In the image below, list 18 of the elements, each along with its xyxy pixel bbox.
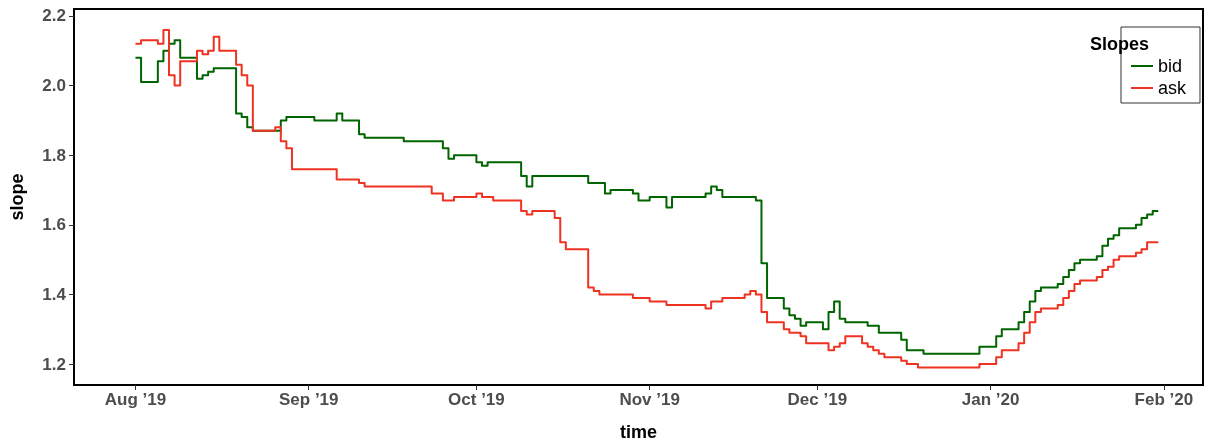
x-tick-label: Feb ’20 — [1134, 390, 1194, 409]
y-tick-label: 2.2 — [42, 6, 66, 26]
x-tick-label: Sep ’19 — [278, 390, 339, 409]
x-tick-label: Oct ’19 — [448, 390, 505, 409]
y-axis-title: slope — [7, 173, 27, 221]
y-tick-label: 2.0 — [42, 76, 66, 96]
legend-title: Slopes — [1089, 34, 1150, 54]
y-tick-label: 1.2 — [42, 354, 66, 374]
x-tick-label: Jan ’20 — [961, 390, 1020, 409]
legend-label: bid — [1157, 56, 1183, 76]
y-tick-label: 1.4 — [42, 284, 67, 304]
x-tick-label: Nov ’19 — [619, 390, 680, 409]
x-tick-label: Aug ’19 — [104, 390, 167, 409]
x-tick-label: Dec ’19 — [787, 390, 848, 409]
y-tick-label: 1.6 — [42, 215, 66, 235]
x-axis-title: time — [619, 422, 658, 442]
legend-label: ask — [1157, 78, 1187, 98]
y-tick-label: 1.8 — [42, 145, 66, 165]
